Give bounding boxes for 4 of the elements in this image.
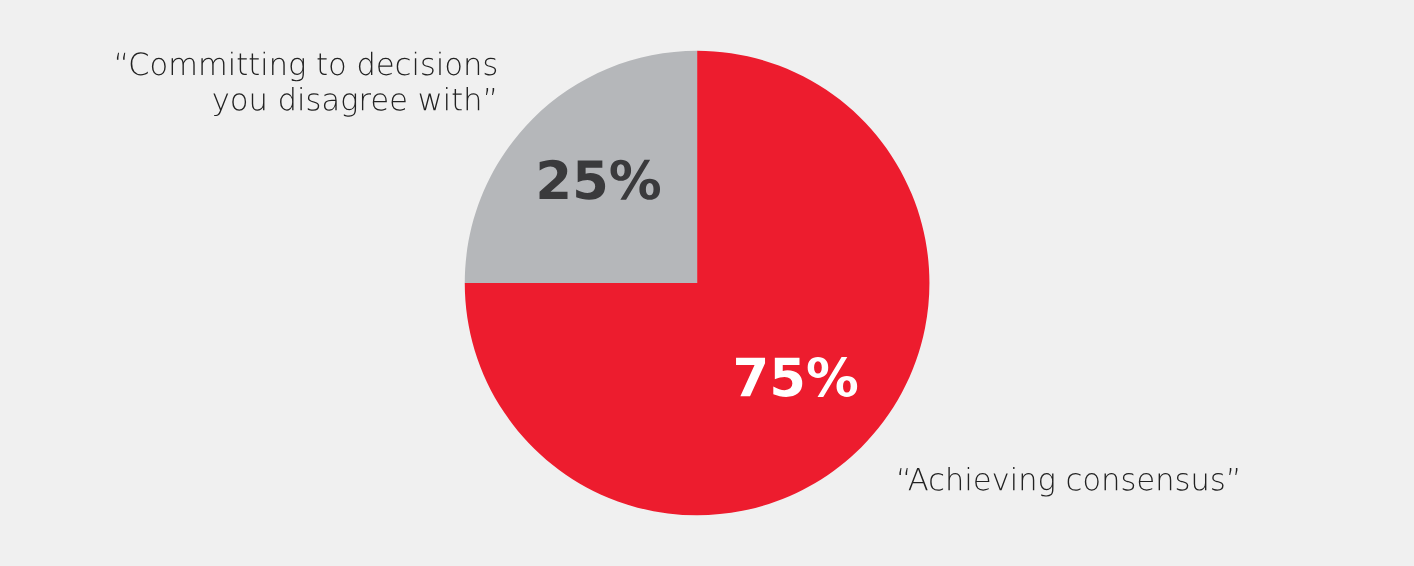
data-label: 75%	[736, 356, 858, 397]
slice-label: “Committing to decisions you disagree with”	[116, 51, 497, 117]
data-label: 25%	[539, 159, 661, 200]
slice-label: “Achieving consensus”	[899, 467, 1238, 497]
